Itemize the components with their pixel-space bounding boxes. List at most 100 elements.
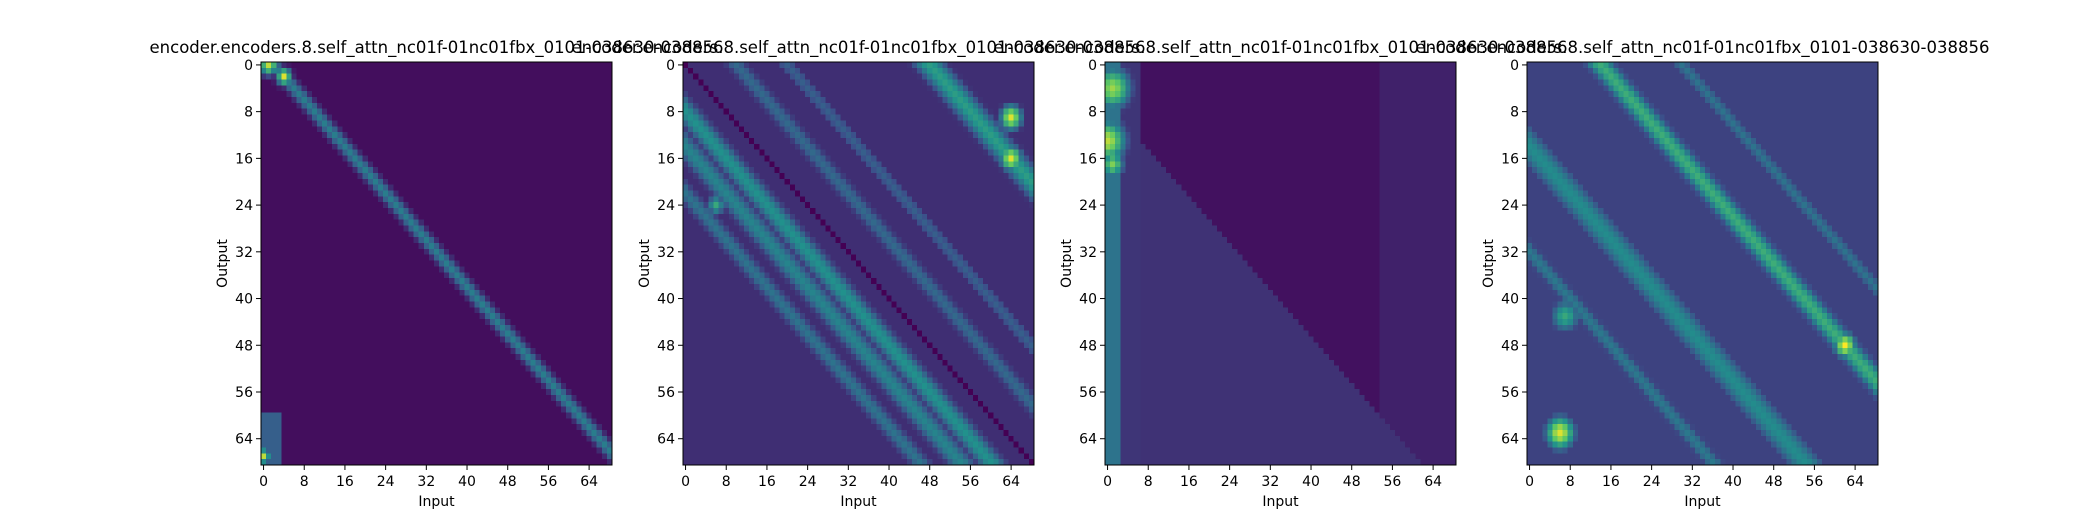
heatmap-cell — [586, 73, 593, 80]
heatmap-cell — [418, 91, 425, 98]
heatmap-cell — [566, 260, 572, 267]
heatmap-cell — [510, 453, 516, 460]
heatmap-cell — [479, 295, 486, 302]
x-tick-label: 8 — [300, 474, 309, 490]
heatmap-cell — [444, 260, 450, 267]
heatmap-cell — [535, 406, 542, 413]
heatmap-cell — [479, 365, 486, 372]
heatmap-cell — [489, 301, 496, 308]
heatmap-cell — [347, 318, 353, 326]
heatmap-cell — [464, 254, 470, 261]
heatmap-cell — [474, 184, 481, 191]
heatmap-cell — [571, 313, 577, 320]
heatmap-cell — [525, 301, 532, 308]
heatmap-cell — [347, 196, 353, 203]
heatmap-cell — [545, 418, 552, 425]
heatmap-cell — [413, 190, 420, 197]
heatmap-cell — [408, 412, 415, 419]
heatmap-cell — [316, 418, 323, 425]
heatmap-cell — [754, 73, 760, 80]
heatmap-cell — [464, 97, 470, 104]
heatmap-cell — [596, 248, 603, 256]
heatmap-cell — [347, 377, 353, 384]
heatmap-cell — [408, 149, 415, 156]
heatmap-cell — [601, 441, 608, 448]
heatmap-cell — [347, 237, 353, 244]
heatmap-cell — [606, 225, 613, 232]
heatmap-cell — [484, 354, 491, 361]
heatmap-cell — [566, 377, 572, 384]
heatmap-cell — [423, 91, 430, 98]
heatmap-cell — [474, 172, 481, 180]
heatmap-cell — [556, 248, 562, 256]
heatmap-cell — [495, 318, 501, 326]
heatmap-cell — [601, 295, 608, 302]
heatmap-cell — [327, 406, 333, 413]
heatmap-cell — [789, 73, 796, 80]
heatmap-cell — [454, 324, 460, 332]
heatmap-cell — [291, 400, 298, 407]
heatmap-cell — [576, 295, 582, 302]
heatmap-cell — [362, 289, 369, 297]
heatmap-cell — [545, 441, 552, 448]
heatmap-cell — [322, 412, 328, 419]
heatmap-cell — [454, 359, 460, 367]
heatmap-cell — [866, 62, 872, 69]
heatmap-cell — [439, 132, 445, 139]
heatmap-cell — [322, 283, 328, 291]
heatmap-cell — [464, 389, 470, 396]
heatmap-cell — [439, 348, 445, 355]
heatmap-cell — [586, 149, 593, 156]
heatmap-cell — [408, 383, 415, 390]
heatmap-cell — [576, 114, 582, 121]
heatmap-cell — [861, 62, 867, 69]
heatmap-cell — [500, 190, 506, 197]
heatmap-cell — [428, 348, 435, 355]
heatmap-cell — [367, 172, 374, 180]
heatmap-cell — [525, 359, 532, 367]
heatmap-cell — [306, 178, 313, 186]
heatmap-cell — [464, 208, 470, 215]
heatmap-cell — [261, 243, 267, 250]
heatmap-cell — [322, 324, 328, 332]
heatmap-cell — [423, 248, 430, 256]
heatmap-cell — [383, 254, 389, 261]
heatmap-cell — [408, 254, 415, 261]
heatmap-cell — [337, 126, 343, 133]
heatmap-cell — [464, 272, 470, 279]
heatmap-cell — [276, 424, 282, 431]
heatmap-cell — [510, 266, 516, 273]
heatmap-cell — [535, 371, 542, 378]
heatmap-cell — [489, 126, 496, 133]
heatmap-cell — [266, 184, 272, 191]
heatmap-cell — [535, 342, 542, 349]
heatmap-cell — [510, 424, 516, 431]
heatmap-cell — [327, 97, 333, 104]
heatmap-cell — [474, 301, 481, 308]
heatmap-cell — [540, 260, 547, 267]
heatmap-cell — [576, 73, 582, 80]
heatmap-cell — [525, 225, 532, 232]
heatmap-cell — [535, 435, 542, 443]
heatmap-cell — [520, 394, 526, 402]
heatmap-cell — [271, 62, 277, 69]
heatmap-cell — [566, 383, 572, 390]
heatmap-cell — [540, 254, 547, 261]
heatmap-cell — [388, 260, 394, 267]
heatmap-cell — [337, 266, 343, 273]
heatmap-cell — [311, 178, 318, 186]
heatmap-cell — [566, 365, 572, 372]
heatmap-cell — [266, 114, 272, 121]
heatmap-cell — [316, 190, 323, 197]
heatmap-cell — [581, 137, 587, 145]
heatmap-cell — [261, 278, 267, 285]
heatmap-cell — [266, 330, 272, 337]
heatmap-cell — [556, 394, 562, 402]
heatmap-cell — [383, 354, 389, 361]
heatmap-cell — [316, 266, 323, 273]
heatmap-cell — [566, 412, 572, 419]
heatmap-cell — [281, 429, 287, 437]
heatmap-cell — [433, 243, 440, 250]
heatmap-cell — [367, 307, 374, 314]
heatmap-cell — [464, 313, 470, 320]
